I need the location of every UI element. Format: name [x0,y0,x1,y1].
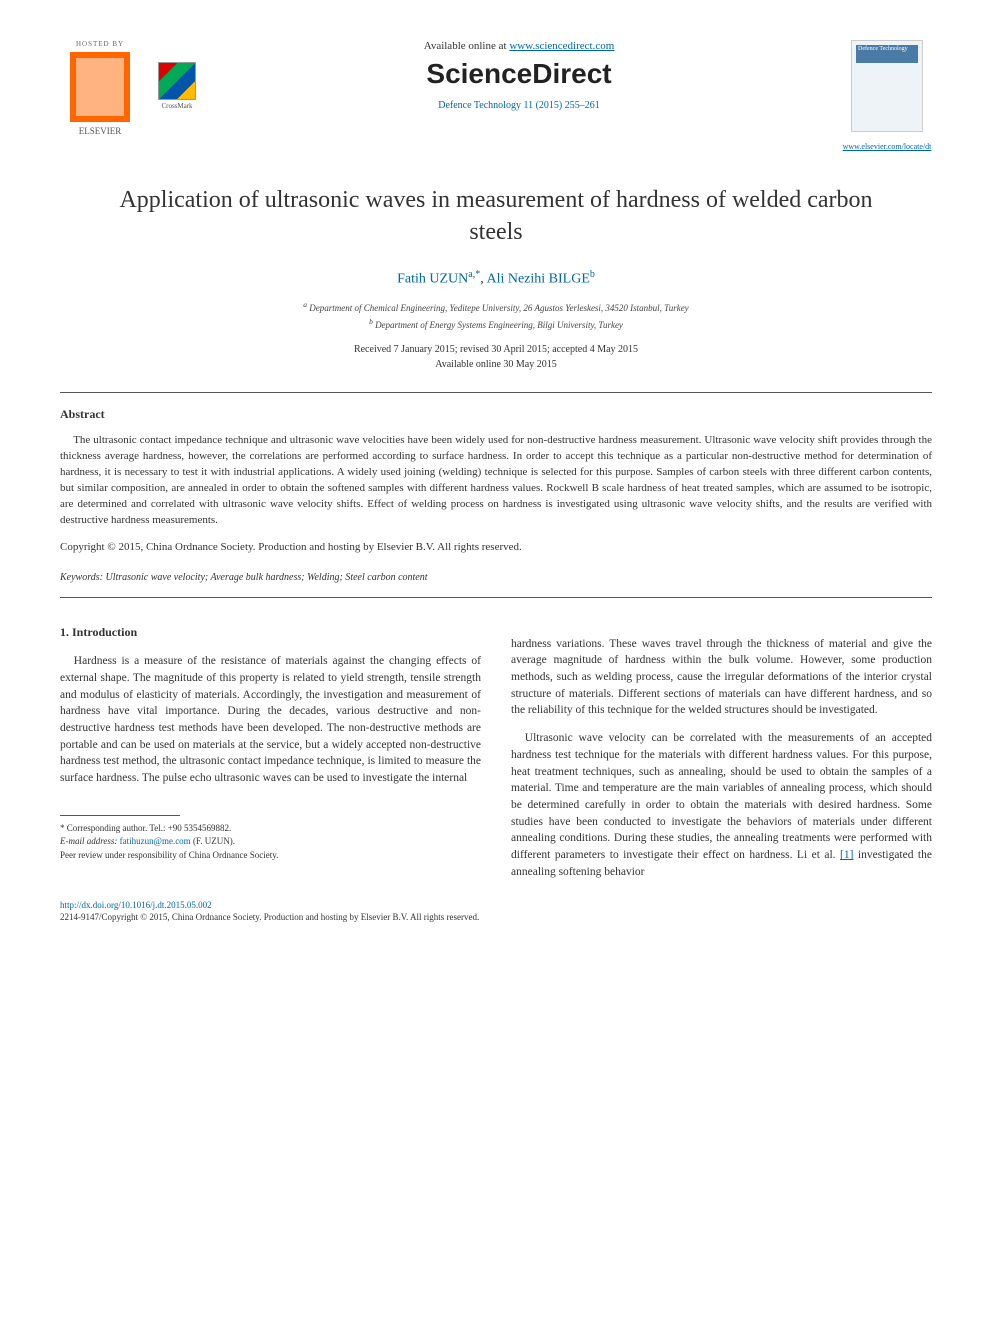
affiliation-b: Department of Energy Systems Engineering… [375,320,623,330]
section-1-p3-text: Ultrasonic wave velocity can be correlat… [511,732,932,861]
available-online: Available online at www.sciencedirect.co… [216,40,822,52]
sciencedirect-logo: ScienceDirect [216,58,822,90]
abstract-copyright: Copyright © 2015, China Ordnance Society… [60,540,932,556]
journal-reference[interactable]: Defence Technology 11 (2015) 255–261 [216,100,822,111]
section-1-p3: Ultrasonic wave velocity can be correlat… [511,730,932,880]
crossmark-icon[interactable] [158,62,196,100]
issn-copyright: 2214-9147/Copyright © 2015, China Ordnan… [60,912,932,922]
dates-line1: Received 7 January 2015; revised 30 Apri… [354,344,638,355]
keywords-line: Keywords: Ultrasonic wave velocity; Aver… [60,572,932,583]
publisher-name: ELSEVIER [60,126,140,136]
journal-cover-icon[interactable]: Defence Technology [851,40,923,132]
affiliation-a: Department of Chemical Engineering, Yedi… [309,303,688,313]
email-label: E-mail address: [60,836,120,846]
journal-cover-block: Defence Technology www.elsevier.com/loca… [842,40,932,154]
crossmark-label: CrossMark [158,102,196,110]
doi-line: http://dx.doi.org/10.1016/j.dt.2015.05.0… [60,900,932,910]
corresponding-author: * Corresponding author. Tel.: +90 535456… [60,822,481,836]
section-1-heading: 1. Introduction [60,624,481,641]
elsevier-logo-icon [70,52,130,122]
column-right: hardness variations. These waves travel … [511,624,932,880]
doi-link[interactable]: http://dx.doi.org/10.1016/j.dt.2015.05.0… [60,900,212,910]
body-columns: 1. Introduction Hardness is a measure of… [60,624,932,880]
center-header: Available online at www.sciencedirect.co… [196,40,842,117]
email-line: E-mail address: fatihuzun@me.com (F. UZU… [60,835,481,849]
rule-top [60,392,932,393]
author-2[interactable]: Ali Nezihi BILGE [486,271,589,286]
peer-review-note: Peer review under responsibility of Chin… [60,849,481,863]
keywords-label: Keywords: [60,572,103,583]
journal-site-link[interactable]: www.elsevier.com/locate/dt [843,142,932,151]
article-title: Application of ultrasonic waves in measu… [100,184,892,249]
keywords-text: Ultrasonic wave velocity; Average bulk h… [103,572,428,583]
hosted-by-label: HOSTED BY [60,40,140,48]
article-dates: Received 7 January 2015; revised 30 Apri… [60,342,932,372]
section-1-p2: hardness variations. These waves travel … [511,636,932,719]
email-link[interactable]: fatihuzun@me.com [120,836,191,846]
section-1-p1: Hardness is a measure of the resistance … [60,653,481,786]
rule-bottom [60,597,932,598]
dates-line2: Available online 30 May 2015 [435,359,556,370]
abstract-body: The ultrasonic contact impedance techniq… [60,433,932,529]
available-prefix: Available online at [424,40,510,52]
column-left: 1. Introduction Hardness is a measure of… [60,624,481,880]
email-tail: (F. UZUN). [191,836,235,846]
abstract-heading: Abstract [60,407,932,422]
author-1[interactable]: Fatih UZUN [397,271,468,286]
ref-1-link[interactable]: [1] [840,849,853,861]
author-2-affil-sup: b [590,269,595,280]
footnotes: * Corresponding author. Tel.: +90 535456… [60,822,481,863]
cover-title: Defence Technology [858,46,908,52]
available-url-link[interactable]: www.sciencedirect.com [509,40,614,52]
hosted-by-block: HOSTED BY ELSEVIER CrossMark [60,40,196,136]
affiliations: a Department of Chemical Engineering, Ye… [60,299,932,332]
footnote-rule [60,815,180,816]
author-1-affil-sup: a,* [468,269,480,280]
author-list: Fatih UZUNa,*, Ali Nezihi BILGEb [60,269,932,288]
header-row: HOSTED BY ELSEVIER CrossMark Available o… [60,40,932,154]
